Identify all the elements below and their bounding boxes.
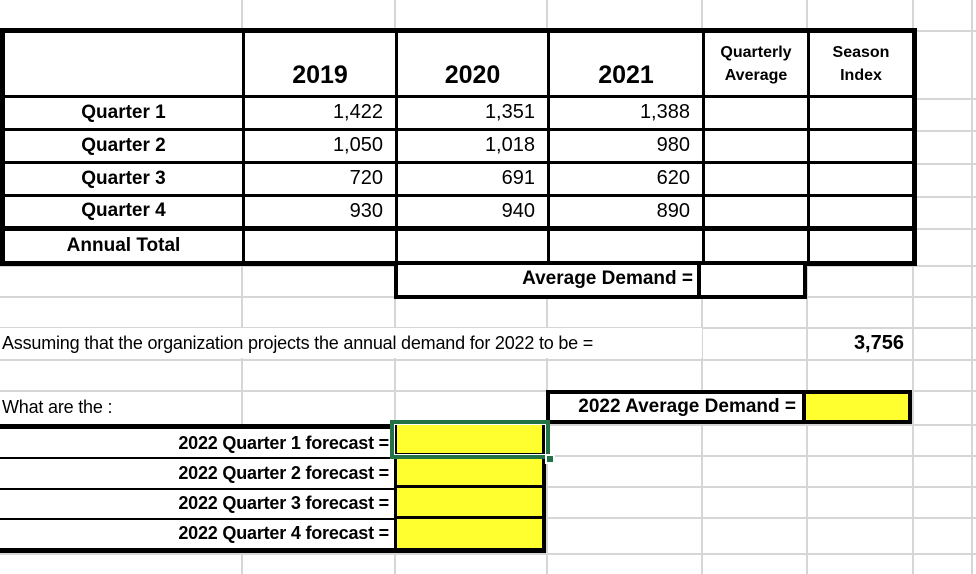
question-text: What are the : [2,397,113,417]
cell-q3-quarterly-average[interactable] [702,160,810,197]
gridline-h [0,553,976,555]
cell-q4-season-index[interactable] [807,193,916,230]
year-header-2019[interactable]: 2019 [242,29,398,98]
cell-q3-2019[interactable]: 720 [242,160,398,197]
demand-history-table: 2019 2020 2021 Quarterly Average Season … [0,28,917,266]
forecast-q3-input-cell[interactable] [397,484,542,517]
row-label-annual-total[interactable]: Annual Total [1,225,245,266]
season-index-header[interactable]: Season Index [807,29,916,98]
cell-q3-season-index[interactable] [807,160,916,197]
cell-q4-2019[interactable]: 930 [242,193,398,230]
cell-q2-2021[interactable]: 980 [547,127,705,164]
average-demand-2022-label: 2022 Average Demand = [550,394,806,420]
cell-q2-2019[interactable]: 1,050 [242,127,398,164]
row-label-quarter-1[interactable]: Quarter 1 [1,94,245,131]
average-demand-2022-input-cell[interactable] [806,394,908,420]
cell-q1-season-index[interactable] [807,94,916,131]
cell-q4-2021[interactable]: 890 [547,193,705,230]
cell-q3-2021[interactable]: 620 [547,160,705,197]
row-label-quarter-3[interactable]: Quarter 3 [1,160,245,197]
forecast-q4-input-cell[interactable] [397,516,542,548]
header-line: Season [832,43,890,61]
forecast-label-q1: 2022 Quarter 1 forecast = [0,429,394,460]
gridline-v [912,0,914,574]
table-row-annual-total: Annual Total [1,225,916,266]
cell-q1-2019[interactable]: 1,422 [242,94,398,131]
table-header-row: 2019 2020 2021 Quarterly Average Season … [1,29,916,98]
row-label-quarter-2[interactable]: Quarter 2 [1,127,245,164]
cell-q4-quarterly-average[interactable] [702,193,810,230]
year-header-2020[interactable]: 2020 [395,29,550,98]
cell-q3-2020[interactable]: 691 [395,160,550,197]
gridline-h [0,390,976,392]
row-label-quarter-4[interactable]: Quarter 4 [1,193,245,230]
fill-handle[interactable] [545,454,555,464]
cell-total-2021[interactable] [547,225,705,266]
cell-total-quarterly-average[interactable] [702,225,810,266]
cell-total-season-index[interactable] [807,225,916,266]
average-demand-value-cell[interactable] [701,265,803,295]
cell-q2-quarterly-average[interactable] [702,127,810,164]
corner-cell[interactable] [1,29,245,98]
header-line: Quarterly [720,43,792,61]
cell-q2-season-index[interactable] [807,127,916,164]
cell-total-2020[interactable] [395,225,550,266]
forecast-label-q4: 2022 Quarter 4 forecast = [178,523,389,544]
average-demand-box: Average Demand = [394,261,807,299]
table-row: Quarter 4 930 940 890 [1,193,916,230]
table-row: Quarter 2 1,050 1,018 980 [1,127,916,164]
forecast-label-q2: 2022 Quarter 2 forecast = [0,459,394,490]
active-cell-selection-border[interactable] [390,420,555,464]
annual-demand-2022-value[interactable]: 3,756 [853,332,904,354]
quarterly-average-header[interactable]: Quarterly Average [702,29,810,98]
cell-total-2019[interactable] [242,225,398,266]
forecast-q1-input-cell[interactable] [397,424,542,453]
cell-q4-2020[interactable]: 940 [395,193,550,230]
assumption-text: Assuming that the organization projects … [0,328,702,358]
forecast-label-q3: 2022 Quarter 3 forecast = [0,490,394,520]
gridline-v [971,0,973,574]
forecast-labels-block: 2022 Quarter 1 forecast = 2022 Quarter 2… [0,424,394,553]
cell-q1-2021[interactable]: 1,388 [547,94,705,131]
cell-q1-2020[interactable]: 1,351 [395,94,550,131]
header-line: Index [840,66,882,84]
table-row: Quarter 1 1,422 1,351 1,388 [1,94,916,131]
average-demand-label: Average Demand = [398,265,701,295]
gridline-v [241,0,243,574]
header-line: Average [724,66,788,84]
average-demand-2022-box: 2022 Average Demand = [546,390,912,424]
cell-q2-2020[interactable]: 1,018 [395,127,550,164]
gridline-v [806,0,808,574]
cell-q1-quarterly-average[interactable] [702,94,810,131]
gridline-h [0,359,976,361]
year-header-2021[interactable]: 2021 [547,29,705,98]
table-row: Quarter 3 720 691 620 [1,160,916,197]
